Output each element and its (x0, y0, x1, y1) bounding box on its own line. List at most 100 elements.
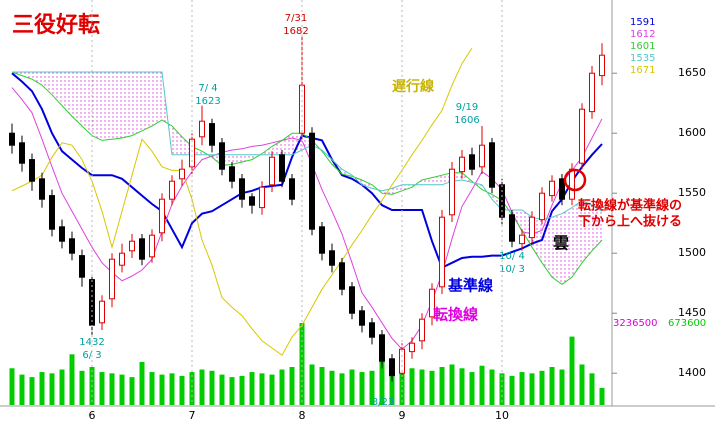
cloud (362, 180, 372, 189)
annotation: 10/ 3 (499, 264, 525, 275)
candle-body (439, 216, 445, 288)
volume-bar (269, 374, 275, 405)
y-tick-label: 1400 (678, 366, 706, 379)
volume-bar (209, 370, 215, 405)
volume-bar (169, 373, 175, 405)
candle-body (599, 54, 605, 77)
annotation: 7/ 4 (198, 83, 217, 94)
cloud (82, 72, 92, 136)
candle-body (79, 255, 85, 278)
candle-body (349, 286, 355, 314)
volume-bar (249, 372, 255, 405)
volume-bar (279, 369, 285, 405)
candle-body (249, 196, 255, 206)
candle-body (549, 180, 555, 197)
volume-bar (489, 369, 495, 405)
candle-body (389, 358, 395, 377)
candle-body (149, 234, 155, 258)
volume-bar (99, 372, 105, 405)
annotation: 7/31 (285, 13, 307, 24)
cloud (62, 72, 72, 117)
volume-bar (379, 356, 385, 405)
candle-body (529, 216, 535, 239)
candle-body (279, 154, 285, 182)
volume-bar (399, 372, 405, 405)
candle-body (139, 238, 145, 260)
x-tick-label: 8 (299, 409, 306, 422)
volume-bar (239, 375, 245, 405)
candle-body (209, 123, 215, 146)
cloud (102, 72, 112, 141)
volume-bar (299, 323, 305, 405)
volume-bar (149, 372, 155, 405)
candle-body (419, 318, 425, 342)
volume-bar (319, 366, 325, 405)
volume-bar (409, 368, 415, 405)
volume-bar (9, 368, 15, 405)
cloud (552, 213, 562, 285)
cloud (172, 126, 182, 155)
cloud (152, 72, 162, 126)
volume-bar (369, 370, 375, 405)
candle-body (469, 154, 475, 170)
annotation: 1682 (283, 26, 308, 37)
y-tick-label: 1550 (678, 186, 706, 199)
volume-bar (429, 370, 435, 405)
candle-body (589, 72, 595, 113)
y-tick-label: 1450 (678, 306, 706, 319)
candle-body (129, 240, 135, 252)
volume-bar (119, 374, 125, 405)
cloud (592, 205, 602, 251)
annotation: 1432 (79, 337, 104, 348)
annotation: 雲 (553, 234, 569, 253)
candle-body (559, 178, 565, 200)
candle-body (459, 156, 465, 173)
cloud (72, 72, 82, 126)
volume-bar (109, 373, 115, 405)
cross-marker (563, 168, 587, 192)
candle-body (369, 322, 375, 338)
y-tick-label: 1600 (678, 126, 706, 139)
cloud (582, 200, 592, 263)
volume-bar (329, 370, 335, 405)
cloud (562, 207, 572, 285)
volume-max-label: 3236500 (613, 318, 658, 329)
candle-body (39, 178, 45, 200)
volume-bar (549, 366, 555, 405)
cloud (272, 140, 282, 155)
cloud (92, 72, 102, 141)
candle-body (199, 120, 205, 138)
candle-body (239, 178, 245, 200)
annotation: 基準線 (447, 277, 493, 295)
legend-value: 1671 (630, 65, 655, 76)
candle-body (169, 180, 175, 200)
cloud (142, 72, 152, 131)
volume-bar (39, 372, 45, 405)
volume-bar (139, 361, 145, 405)
candle-body (319, 226, 325, 254)
candle-body (449, 168, 455, 216)
candle-body (19, 142, 25, 164)
annotation: 転換線が基準線の (578, 198, 682, 214)
cloud (132, 72, 142, 136)
volume-bar (459, 368, 465, 405)
volume-bar (49, 373, 55, 405)
volume-bar (19, 374, 25, 405)
annotation: 遅行線 (392, 78, 434, 95)
volume-bar (499, 373, 505, 405)
candle-body (69, 238, 75, 254)
y-tick-label: 1650 (678, 66, 706, 79)
indicator-line (11, 47, 473, 356)
candle-body (479, 144, 485, 168)
candle-body (9, 132, 15, 146)
volume-bar (359, 372, 365, 405)
candle-body (99, 300, 105, 324)
candle-body (289, 178, 295, 200)
candle-body (179, 168, 185, 180)
candle-body (519, 234, 525, 245)
candle-body (219, 142, 225, 170)
candle-body (339, 262, 345, 290)
annotation: 9/19 (456, 102, 478, 113)
volume-bar (529, 373, 535, 405)
volume-bar (29, 377, 35, 405)
